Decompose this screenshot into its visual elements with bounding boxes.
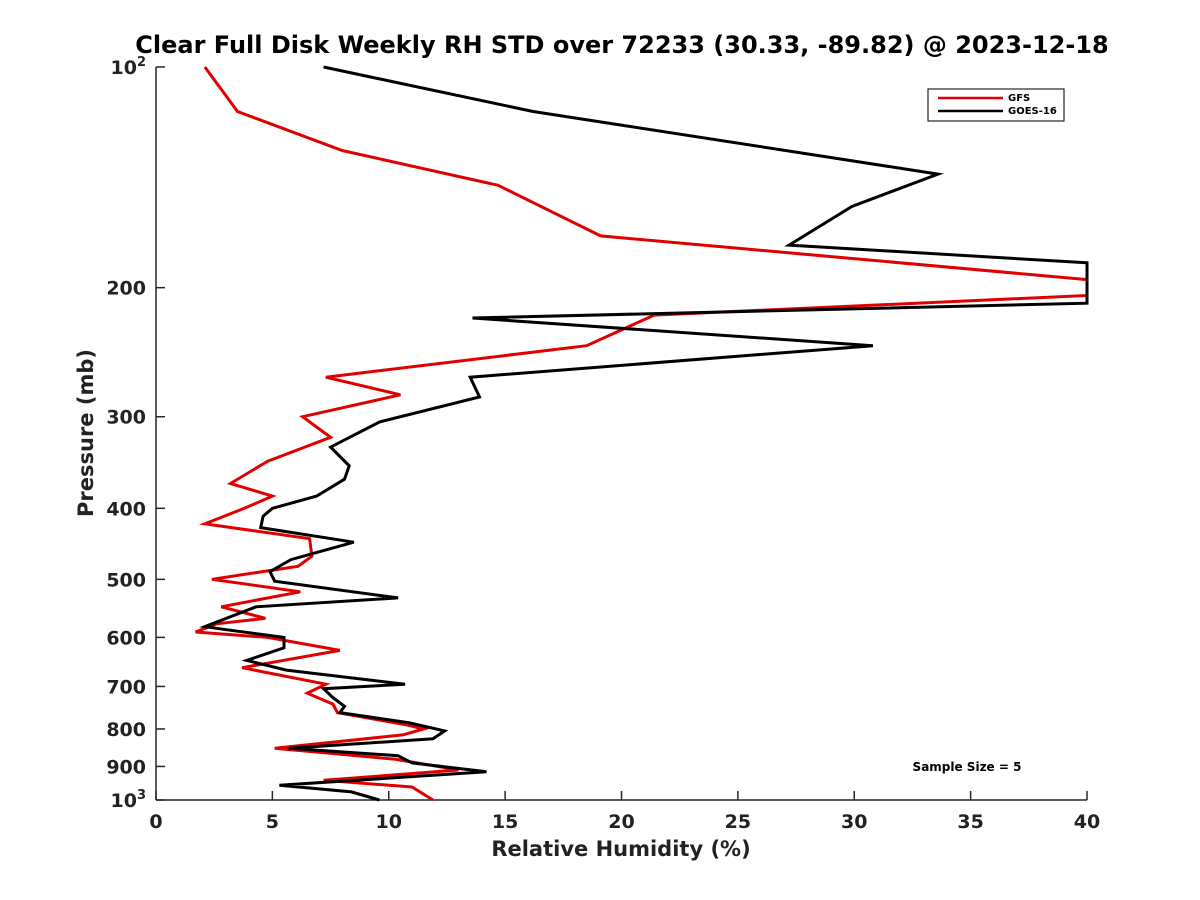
legend-label-goes16: GOES-16: [1008, 106, 1057, 117]
x-tick-label: 35: [957, 811, 983, 833]
y-tick-label: 900: [106, 756, 146, 778]
y-tick-label: 500: [106, 569, 146, 591]
y-tick-label: 103: [111, 788, 147, 812]
chart-title: Clear Full Disk Weekly RH STD over 72233…: [135, 31, 1108, 59]
x-tick-label: 40: [1074, 811, 1100, 833]
x-tick-label: 15: [492, 811, 518, 833]
legend: GFS GOES-16: [927, 88, 1065, 122]
x-tick-label: 25: [725, 811, 751, 833]
y-tick-label: 200: [106, 278, 146, 300]
y-tick-label: 300: [106, 407, 146, 429]
y-tick-label: 400: [106, 498, 146, 520]
x-tick-label: 0: [149, 811, 162, 833]
y-ticks: 102 200 300 400 500 600 700 800 900 103: [106, 55, 165, 812]
x-tick-label: 30: [841, 811, 867, 833]
sample-size-annotation: Sample Size = 5: [913, 760, 1022, 774]
series-line-goes16: [199, 65, 1089, 802]
y-tick-label: 102: [111, 55, 147, 79]
y-tick-label: 600: [106, 627, 146, 649]
x-tick-label: 20: [608, 811, 634, 833]
y-tick-label: 800: [106, 719, 146, 741]
x-tick-label: 5: [266, 811, 279, 833]
plot-area: 0 5 10 15 20 25 30 35 40 102 200 300 400 500 600 700 80…: [106, 55, 1100, 833]
x-axis-label: Relative Humidity (%): [491, 837, 750, 861]
x-tick-label: 10: [376, 811, 402, 833]
series-lines: [195, 65, 1089, 802]
legend-label-gfs: GFS: [1008, 93, 1030, 104]
x-ticks: 0 5 10 15 20 25 30 35 40: [149, 791, 1100, 833]
legend-box: [927, 88, 1065, 122]
y-tick-label: 700: [106, 676, 146, 698]
y-axis-label: Pressure (mb): [74, 349, 98, 517]
